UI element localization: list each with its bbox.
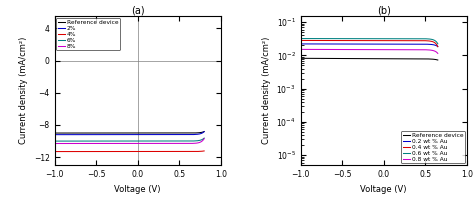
8%	[152, 142, 157, 145]
4%	[164, 150, 170, 153]
Line: 2%: 2%	[55, 132, 204, 135]
Line: 4%: 4%	[55, 151, 204, 152]
0.2 wt % Au	[385, 43, 391, 45]
0.4 wt % Au	[385, 39, 391, 42]
Reference device	[385, 58, 391, 60]
0.2 wt % Au	[377, 43, 383, 45]
0.6 wt % Au	[381, 37, 387, 40]
0.8 wt % Au	[402, 48, 408, 51]
0.6 wt % Au	[416, 38, 421, 40]
0.8 wt % Au	[306, 48, 312, 51]
Reference device	[377, 57, 383, 60]
Legend: Reference device, 2%, 4%, 6%, 8%: Reference device, 2%, 4%, 6%, 8%	[56, 18, 120, 50]
0.2 wt % Au	[402, 43, 408, 45]
0.4 wt % Au	[416, 39, 421, 42]
2%	[52, 133, 57, 136]
Title: (a): (a)	[131, 6, 145, 16]
0.8 wt % Au	[377, 48, 383, 51]
0.6 wt % Au	[298, 37, 303, 40]
6%	[78, 140, 84, 142]
0.6 wt % Au	[402, 38, 408, 40]
Reference device	[140, 132, 146, 134]
Line: 6%: 6%	[55, 138, 204, 141]
6%	[119, 140, 125, 142]
Reference device	[90, 132, 96, 134]
0.2 wt % Au	[435, 45, 441, 48]
Y-axis label: Current density (mA/cm²): Current density (mA/cm²)	[262, 37, 271, 144]
Reference device	[306, 57, 312, 60]
4%	[119, 150, 125, 153]
6%	[164, 140, 170, 142]
4%	[52, 150, 57, 153]
Line: 0.6 wt % Au: 0.6 wt % Au	[301, 39, 438, 44]
Reference device	[164, 132, 170, 134]
Reference device	[435, 59, 441, 61]
0.6 wt % Au	[435, 43, 441, 45]
0.2 wt % Au	[306, 43, 312, 45]
Reference device	[402, 58, 408, 60]
0.8 wt % Au	[416, 49, 421, 51]
Reference device	[52, 132, 57, 134]
0.4 wt % Au	[435, 45, 441, 48]
8%	[78, 142, 84, 145]
Reference device	[381, 58, 387, 60]
0.4 wt % Au	[306, 39, 312, 42]
0.8 wt % Au	[381, 48, 387, 51]
2%	[78, 133, 84, 136]
0.8 wt % Au	[298, 48, 303, 51]
8%	[119, 142, 125, 145]
Reference device	[78, 132, 84, 134]
0.6 wt % Au	[306, 37, 312, 40]
4%	[152, 150, 157, 153]
Y-axis label: Current density (mA/cm²): Current density (mA/cm²)	[19, 37, 28, 144]
6%	[90, 140, 96, 142]
0.2 wt % Au	[381, 43, 387, 45]
0.2 wt % Au	[416, 43, 421, 45]
4%	[90, 150, 96, 153]
Legend: Reference device, 0.2 wt % Au, 0.4 wt % Au, 0.6 wt % Au, 0.8 wt % Au: Reference device, 0.2 wt % Au, 0.4 wt % …	[401, 131, 465, 163]
Reference device	[416, 58, 421, 60]
0.6 wt % Au	[377, 37, 383, 40]
2%	[140, 133, 146, 136]
6%	[152, 140, 157, 142]
4%	[78, 150, 84, 153]
6%	[201, 137, 207, 139]
2%	[152, 133, 157, 136]
Line: 8%: 8%	[55, 139, 204, 143]
8%	[52, 142, 57, 145]
2%	[90, 133, 96, 136]
0.8 wt % Au	[435, 52, 441, 55]
4%	[140, 150, 146, 153]
8%	[90, 142, 96, 145]
0.8 wt % Au	[385, 48, 391, 51]
Line: Reference device: Reference device	[301, 58, 438, 60]
Reference device	[201, 130, 207, 133]
8%	[164, 142, 170, 145]
0.4 wt % Au	[381, 39, 387, 42]
X-axis label: Voltage (V): Voltage (V)	[114, 185, 161, 194]
Title: (b): (b)	[377, 6, 391, 16]
8%	[201, 137, 207, 140]
Reference device	[119, 132, 125, 134]
2%	[201, 130, 207, 133]
Reference device	[152, 132, 157, 134]
0.2 wt % Au	[298, 43, 303, 45]
Line: 0.8 wt % Au: 0.8 wt % Au	[301, 49, 438, 53]
Line: Reference device: Reference device	[55, 132, 204, 133]
8%	[140, 142, 146, 145]
Line: 0.4 wt % Au: 0.4 wt % Au	[301, 40, 438, 47]
6%	[140, 140, 146, 142]
0.4 wt % Au	[298, 39, 303, 42]
4%	[201, 150, 207, 152]
2%	[164, 133, 170, 136]
0.4 wt % Au	[377, 39, 383, 42]
6%	[52, 140, 57, 142]
0.4 wt % Au	[402, 39, 408, 42]
Line: 0.2 wt % Au: 0.2 wt % Au	[301, 44, 438, 47]
X-axis label: Voltage (V): Voltage (V)	[361, 185, 407, 194]
Reference device	[298, 57, 303, 60]
0.6 wt % Au	[385, 37, 391, 40]
2%	[119, 133, 125, 136]
